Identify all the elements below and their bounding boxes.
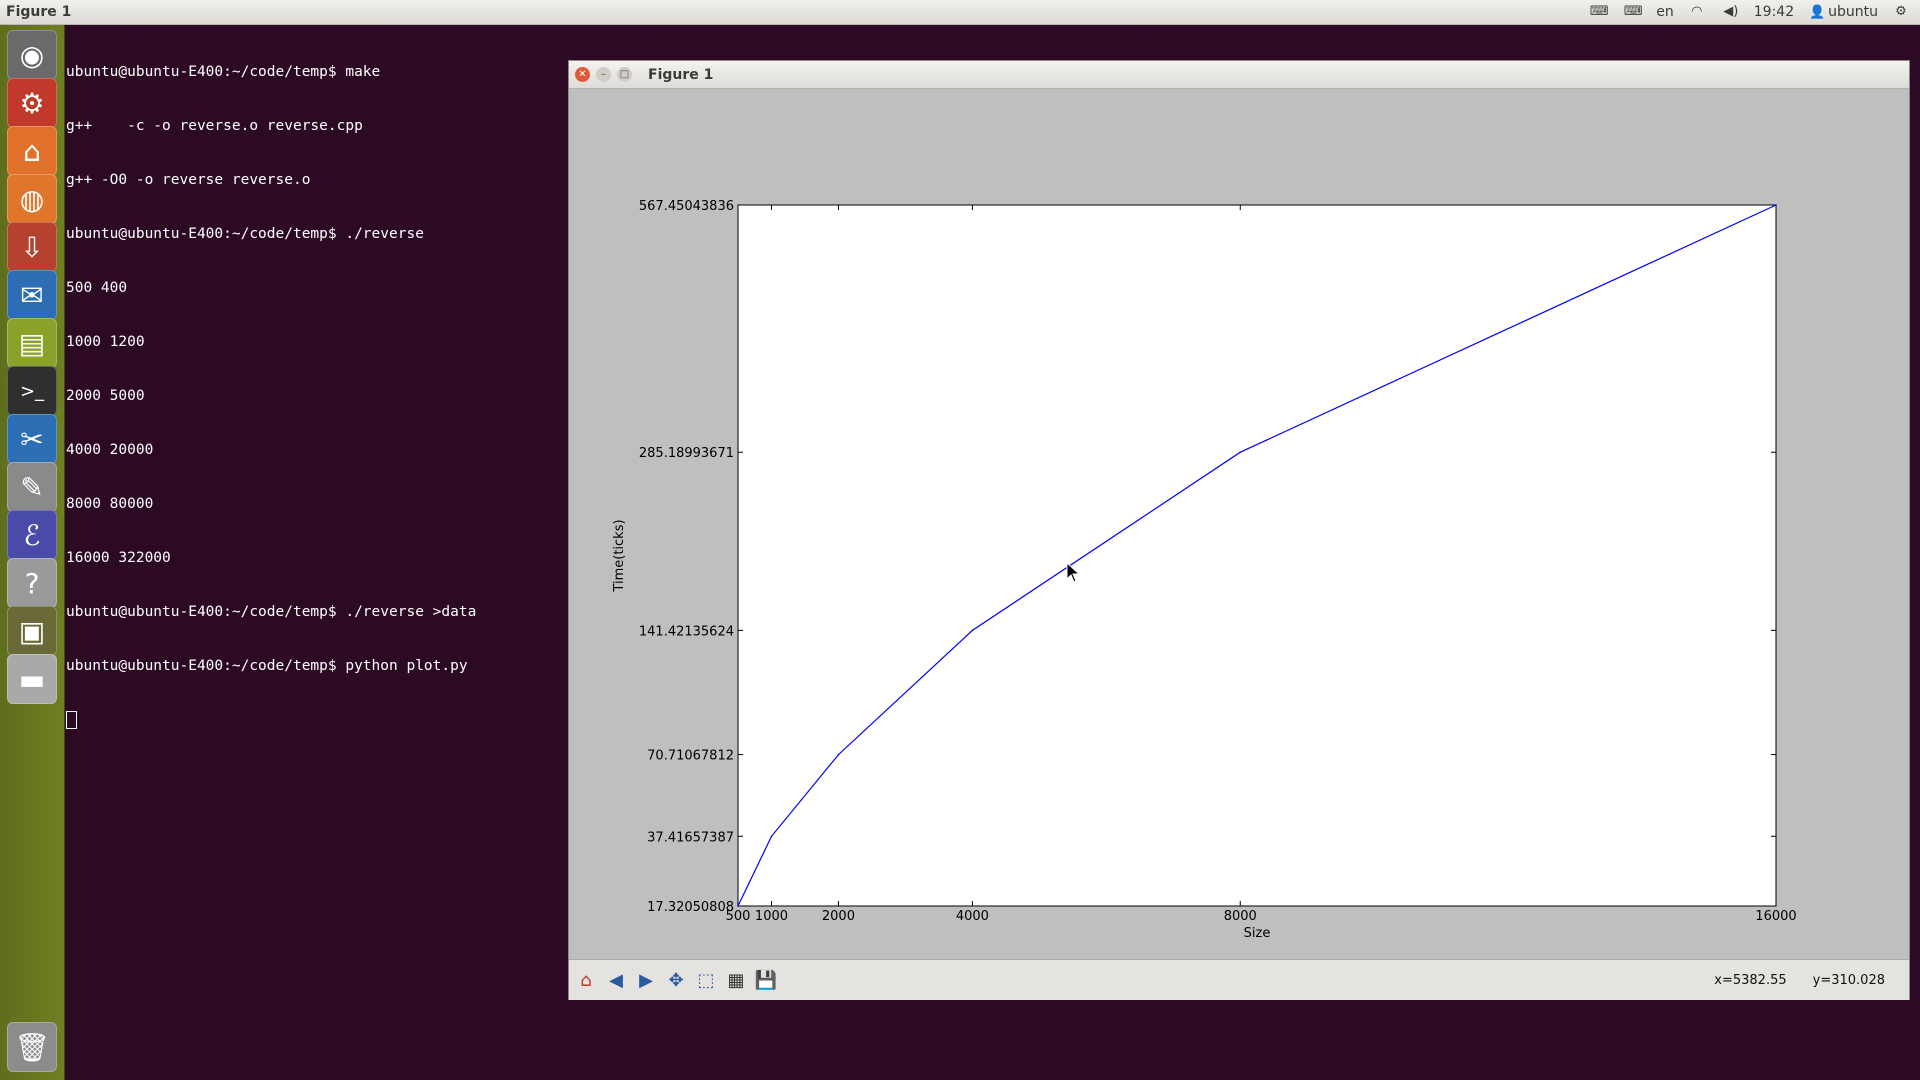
keyboard-layout-icon[interactable]: ⌨ (1623, 4, 1643, 19)
terminal-line: ubuntu@ubuntu-E400:~/code/temp$ ./revers… (66, 604, 477, 620)
language-indicator[interactable]: en (1656, 4, 1674, 20)
keyboard-icon[interactable]: ⌨ (1589, 4, 1609, 19)
configure-subplots-icon[interactable]: ▦ (727, 969, 745, 991)
x-axis-label: Size (1244, 926, 1271, 941)
terminal-line: 1000 1200 (66, 334, 145, 350)
system-settings-icon[interactable]: ⚙ (7, 78, 57, 128)
data-point (837, 753, 840, 756)
x-tick-label: 1000 (755, 909, 788, 924)
maximize-icon[interactable]: □ (617, 67, 632, 82)
trash-icon[interactable]: 🗑 (7, 1022, 57, 1072)
launcher: ◉ ⚙ ⌂ ◍ ⇩ ✉ ▤ >_ ✂ ✎ ℰ? ▣ ▬ 🗑 (0, 25, 65, 1080)
user-icon: 👤 (1809, 5, 1826, 20)
plot-area (737, 204, 1777, 907)
x-tick-label: 2000 (822, 909, 855, 924)
clock[interactable]: 19:42 (1753, 4, 1795, 20)
y-tick-label: 70.71067812 (647, 749, 734, 764)
user-name: ubuntu (1828, 4, 1878, 20)
terminal-line: ubuntu@ubuntu-E400:~/code/temp$ ./revers… (66, 226, 424, 242)
volume-icon[interactable]: ◀) (1723, 4, 1739, 19)
back-icon[interactable]: ◀ (609, 969, 623, 991)
help-icon[interactable]: ? (7, 558, 57, 608)
terminal-cursor-line (66, 711, 566, 729)
firefox-icon[interactable]: ◍ (7, 174, 57, 224)
minimize-icon[interactable]: – (596, 67, 611, 82)
terminal-line: 8000 80000 (66, 496, 154, 512)
video-editor-icon[interactable]: ✂ (7, 414, 57, 464)
data-point (971, 629, 974, 632)
y-tick-label: 141.42135624 (639, 624, 734, 639)
x-tick-label: 4000 (956, 909, 989, 924)
terminal-line: 2000 5000 (66, 388, 145, 404)
terminal-cursor (66, 711, 77, 729)
wifi-icon[interactable]: ◠ (1691, 4, 1703, 19)
terminal-line: 4000 20000 (66, 442, 154, 458)
top-panel: Figure 1 ⌨ ⌨ en ◠ ◀) 19:42 👤 ubuntu ⚙ (0, 0, 1920, 25)
dash-home-icon[interactable]: ◉ (7, 30, 57, 80)
save-icon[interactable]: 💾 (754, 969, 778, 991)
software-center-icon[interactable]: ⇩ (7, 222, 57, 272)
drive-icon[interactable]: ▬ (7, 654, 57, 704)
coord-x: x=5382.55 (1714, 972, 1787, 988)
data-point (770, 835, 773, 838)
cursor-coordinates: x=5382.55 y=310.028 (1714, 973, 1885, 988)
y-tick-label: 37.41657387 (647, 830, 734, 845)
figure-window: ✕ – □ Figure 1 500 1000 2000 4000 8000 16000 1… (568, 60, 1910, 1000)
figure-titlebar[interactable]: ✕ – □ Figure 1 (569, 61, 1909, 89)
figure-toolbar: ⌂ ◀ ▶ ✥ ⬚ ▦ 💾 x=5382.55 y=310.028 (569, 959, 1909, 1000)
text-editor-icon[interactable]: ✎ (7, 462, 57, 512)
terminal-line: 500 400 (66, 280, 128, 296)
terminal-line: ubuntu@ubuntu-E400:~/code/temp$ make (66, 64, 381, 80)
zoom-icon[interactable]: ⬚ (697, 969, 715, 991)
user-menu[interactable]: 👤 ubuntu (1806, 4, 1878, 20)
x-tick-label: 500 (726, 909, 751, 924)
close-icon[interactable]: ✕ (575, 67, 590, 82)
data-point (737, 905, 739, 907)
home-icon[interactable]: ⌂ (580, 969, 592, 991)
terminal-line: g++ -c -o reverse.o reverse.cpp (66, 118, 363, 134)
line-chart[interactable]: 500 1000 2000 4000 8000 16000 17.32050808 37.41… (571, 90, 1907, 959)
y-axis-label: Time(ticks) (612, 519, 627, 592)
mouse-pointer-icon (1066, 561, 1081, 583)
terminal-line: 16000 322000 (66, 550, 171, 566)
x-tick-label: 8000 (1224, 909, 1257, 924)
forward-icon[interactable]: ▶ (639, 969, 653, 991)
emacs-icon[interactable]: ℰ (7, 510, 57, 560)
coord-y: y=310.028 (1812, 972, 1885, 988)
terminal-line: g++ -O0 -o reverse reverse.o (66, 172, 311, 188)
indicator-area: ⌨ ⌨ en ◠ ◀) 19:42 👤 ubuntu ⚙ (1588, 4, 1912, 20)
data-point (1775, 204, 1777, 206)
terminal-icon[interactable]: >_ (7, 366, 57, 416)
thunderbird-icon[interactable]: ✉ (7, 270, 57, 320)
active-window-title: Figure 1 (6, 4, 72, 20)
home-folder-icon[interactable]: ⌂ (7, 126, 57, 176)
y-tick-label: 17.32050808 (647, 900, 734, 915)
y-tick-label: 567.45043836 (639, 199, 734, 214)
plot-canvas[interactable]: 500 1000 2000 4000 8000 16000 17.32050808 37.41… (571, 90, 1907, 959)
workspace-switcher-icon[interactable]: ▣ (7, 606, 57, 656)
terminal-line: ubuntu@ubuntu-E400:~/code/temp$ python p… (66, 658, 468, 674)
y-tick-label: 285.18993671 (639, 446, 734, 461)
x-tick-label: 16000 (1755, 909, 1796, 924)
pan-icon[interactable]: ✥ (668, 969, 684, 991)
figure-title: Figure 1 (648, 66, 714, 83)
terminal-output[interactable]: ubuntu@ubuntu-E400:~/code/temp$ make g++… (64, 25, 568, 1080)
book-icon[interactable]: ▤ (7, 318, 57, 368)
gear-icon[interactable]: ⚙ (1895, 4, 1907, 19)
data-point (1239, 451, 1242, 454)
series-line (737, 204, 1777, 907)
